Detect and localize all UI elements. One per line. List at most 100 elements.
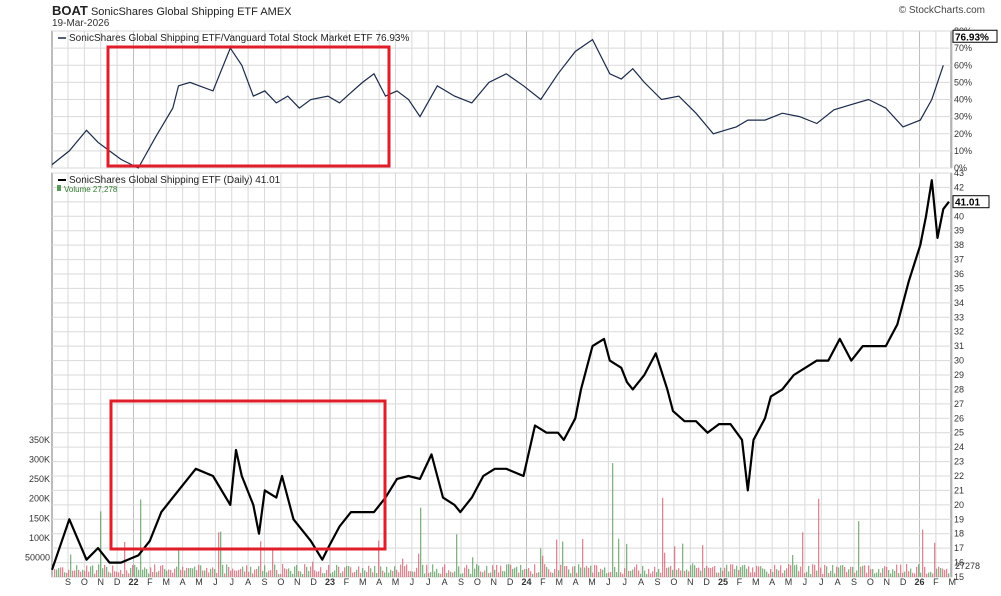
volume-bar (316, 571, 318, 577)
volume-bar (488, 573, 490, 577)
volume-bar (538, 572, 540, 577)
volume-bar (264, 565, 266, 577)
x-tick-label: D (900, 577, 907, 587)
volume-bar (930, 571, 932, 577)
volume-bar (704, 567, 706, 577)
volume-bar (728, 571, 730, 577)
price-y-tick: 27 (954, 399, 964, 409)
x-tick-label: F (737, 577, 743, 587)
volume-bar (946, 568, 948, 577)
volume-bar (190, 567, 192, 577)
volume-bar (360, 572, 362, 577)
volume-bar (98, 564, 100, 577)
volume-bar (644, 570, 646, 577)
volume-bar (764, 569, 766, 577)
volume-bar (776, 569, 778, 577)
volume-bar (948, 573, 950, 577)
price-line (50, 179, 950, 571)
volume-bar (546, 566, 548, 577)
annotation-box-price (109, 399, 387, 551)
volume-bar (906, 564, 908, 577)
volume-bar (430, 572, 432, 577)
volume-y-tick: 250K (29, 474, 50, 484)
volume-bar (244, 571, 246, 577)
volume-bar (178, 549, 180, 577)
volume-bar (616, 572, 618, 577)
volume-bar (76, 565, 78, 577)
volume-bar (204, 570, 206, 577)
volume-bar (312, 561, 314, 577)
volume-bar (832, 564, 834, 577)
ratio-y-tick: 70% (954, 43, 972, 53)
volume-bar (202, 570, 204, 577)
chart-header: BOAT SonicShares Global Shipping ETF AME… (52, 3, 292, 18)
volume-bar (678, 568, 680, 577)
volume-bar (674, 546, 676, 577)
volume-bar (798, 571, 800, 577)
volume-bar (226, 564, 228, 577)
chart-date: 19-Mar-2026 (52, 18, 110, 29)
volume-bar (822, 573, 824, 577)
volume-y-tick: 300K (29, 455, 50, 465)
price-y-tick: 22 (954, 471, 964, 481)
x-tick-label: O (867, 577, 874, 587)
volume-bar (890, 573, 892, 577)
volume-bar (374, 565, 376, 577)
volume-bar (194, 566, 196, 577)
volume-bar (812, 564, 814, 577)
volume-bar (568, 569, 570, 577)
volume-bar (630, 571, 632, 577)
volume-bar (806, 571, 808, 577)
volume-bar (364, 570, 366, 577)
volume-bar (118, 572, 120, 577)
price-y-tick: 36 (954, 269, 964, 279)
volume-bar (210, 568, 212, 577)
volume-bar (354, 571, 356, 577)
volume-bar (742, 565, 744, 577)
fund-name: SonicShares Global Shipping ETF (90, 6, 258, 18)
volume-bar (142, 569, 144, 577)
volume-bar (410, 571, 412, 577)
x-tick-label: J (803, 577, 808, 587)
volume-bar (668, 567, 670, 577)
volume-bar (626, 543, 628, 577)
volume-bar (894, 570, 896, 577)
volume-bar (466, 564, 468, 577)
volume-bar (58, 568, 60, 577)
volume-bar (332, 572, 334, 577)
x-tick-label: M (359, 577, 367, 587)
volume-bar (528, 568, 530, 577)
volume-bar (882, 568, 884, 577)
volume-bar (236, 570, 238, 577)
volume-bar (508, 564, 510, 577)
volume-bar (770, 569, 772, 577)
volume-bar (192, 568, 194, 577)
ratio-y-tick: 0% (954, 163, 967, 173)
x-tick-label: 22 (128, 577, 138, 587)
volume-bar (486, 565, 488, 577)
volume-bar (608, 572, 610, 577)
x-tick-label: 26 (915, 577, 925, 587)
x-tick-label: A (442, 577, 448, 587)
volume-bar (238, 569, 240, 577)
volume-bar (570, 573, 572, 577)
volume-bar (686, 569, 688, 577)
volume-bar (154, 564, 156, 577)
volume-bar (684, 570, 686, 577)
volume-bar (688, 571, 690, 577)
volume-bar (94, 573, 96, 577)
volume-bar (758, 566, 760, 577)
volume-bar (808, 565, 810, 577)
volume-bar (386, 566, 388, 577)
volume-bar (394, 566, 396, 577)
volume-bar (400, 564, 402, 577)
volume-bar (74, 570, 76, 577)
price-legend: SonicShares Global Shipping ETF (Daily) … (69, 175, 281, 186)
volume-bar (834, 573, 836, 577)
volume-bar (138, 569, 140, 577)
volume-bar (874, 573, 876, 577)
stockcharts-watermark: © StockCharts.com (898, 5, 985, 16)
volume-bar (744, 564, 746, 577)
volume-bar (156, 572, 158, 577)
